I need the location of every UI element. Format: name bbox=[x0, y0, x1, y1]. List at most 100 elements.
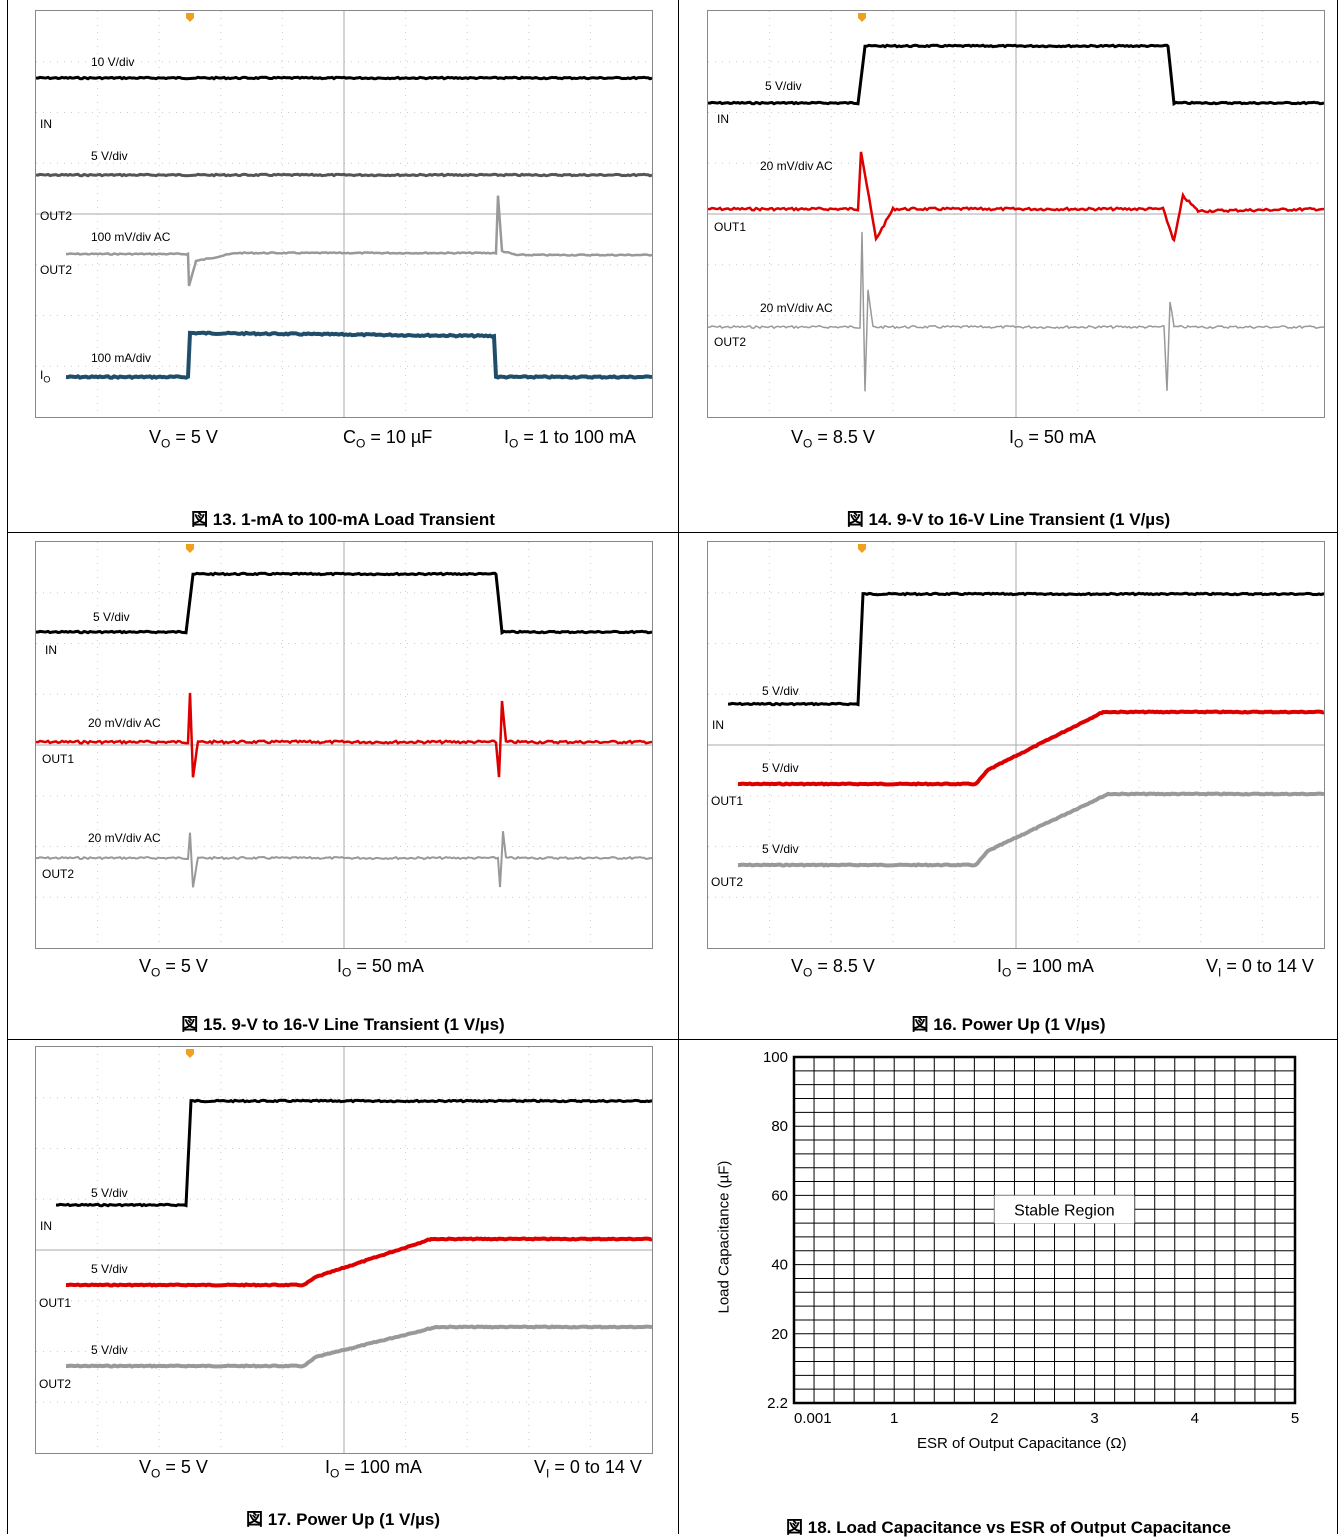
trace-out2 bbox=[36, 831, 652, 888]
trigger-marker-icon bbox=[186, 544, 194, 553]
x-tick-label: 2 bbox=[990, 1410, 998, 1427]
scope-screen bbox=[35, 1046, 653, 1454]
figure-caption: 図 16. Power Up (1 V/µs) bbox=[911, 1015, 1106, 1034]
trace-channel-label: OUT2 bbox=[42, 867, 75, 881]
trace-channel-label: OUT1 bbox=[39, 1296, 72, 1310]
trigger-marker-icon bbox=[858, 544, 866, 553]
trace-scale-label: 5 V/div bbox=[762, 761, 799, 775]
scope-screen bbox=[707, 541, 1325, 949]
region-label-box bbox=[994, 1195, 1135, 1224]
figure-16: 5 V/div IN 5 V/div OUT1 5 V/div OUT2 VO … bbox=[679, 533, 1338, 1040]
x-tick-label: 4 bbox=[1191, 1410, 1199, 1427]
figure-15-cell bbox=[7, 533, 679, 1040]
figure-15: 5 V/div IN 20 mV/div AC OUT1 20 mV/div A… bbox=[7, 533, 679, 1040]
trace-in bbox=[727, 591, 1324, 707]
test-condition: VO = 5 V bbox=[149, 427, 218, 451]
trace-in bbox=[36, 571, 652, 636]
trace-scale-label: 5 V/div bbox=[91, 1262, 128, 1276]
figure-caption: 図 17. Power Up (1 V/µs) bbox=[245, 1510, 440, 1529]
test-condition: VO = 5 V bbox=[139, 1457, 208, 1481]
trace-scale-label: 5 V/div bbox=[91, 1343, 128, 1357]
test-condition: IO = 50 mA bbox=[337, 956, 424, 980]
figure-18: Stable Region 0.001 1 2 3 4 5 2.2 20 40 60 80 100 ES… bbox=[679, 1040, 1338, 1537]
test-condition: VO = 8.5 V bbox=[791, 956, 875, 980]
trace-out1 bbox=[36, 692, 652, 778]
trace-channel-label: OUT1 bbox=[714, 220, 747, 234]
test-condition: VI = 0 to 14 V bbox=[534, 1457, 642, 1481]
trace-out1 bbox=[737, 709, 1324, 787]
test-condition: IO = 100 mA bbox=[997, 956, 1094, 980]
trace-channel-label: IN bbox=[40, 1219, 52, 1233]
plot-frame bbox=[792, 1055, 1297, 1405]
y-tick-label: 100 bbox=[763, 1049, 788, 1066]
trace-out2 bbox=[65, 1324, 652, 1369]
trace-scale-label: 5 V/div bbox=[765, 79, 802, 93]
trace-scale-label: 5 V/div bbox=[91, 1186, 128, 1200]
y-tick-label: 2.2 bbox=[767, 1395, 788, 1412]
trigger-marker-icon bbox=[186, 1049, 194, 1058]
trace-scale-label: 20 mV/div AC bbox=[88, 831, 161, 845]
figure-caption: 図 14. 9-V to 16-V Line Transient (1 V/µs… bbox=[846, 510, 1171, 529]
trace-scale-label: 20 mV/div AC bbox=[760, 159, 833, 173]
trace-channel-label: OUT2 bbox=[40, 263, 73, 277]
test-condition: CO = 10 µF bbox=[343, 427, 433, 451]
x-tick-label: 0.001 bbox=[794, 1410, 832, 1427]
trace-out2 bbox=[737, 791, 1324, 868]
trace-channel-label: IN bbox=[45, 643, 57, 657]
test-condition: VO = 5 V bbox=[139, 956, 208, 980]
figure-caption: 図 13. 1-mA to 100-mA Load Transient bbox=[191, 510, 495, 529]
trace-channel-label: OUT2 bbox=[714, 335, 747, 349]
stable-region-area bbox=[794, 1057, 1295, 1403]
y-tick-label: 20 bbox=[771, 1326, 788, 1343]
trace-channel-label: OUT2 bbox=[39, 1377, 72, 1391]
trace-io bbox=[65, 330, 652, 380]
x-tick-label: 1 bbox=[890, 1410, 898, 1427]
figure-17-cell bbox=[7, 1040, 679, 1534]
figure-caption: 図 18. Load Capacitance vs ESR of Output … bbox=[786, 1518, 1231, 1537]
trace-in bbox=[36, 75, 652, 81]
test-condition: VI = 0 to 14 V bbox=[1206, 956, 1314, 980]
trace-out2-ac bbox=[65, 195, 652, 287]
trace-scale-label: 5 V/div bbox=[762, 684, 799, 698]
trace-scale-label: 20 mV/div AC bbox=[88, 716, 161, 730]
y-tick-label: 80 bbox=[771, 1118, 788, 1135]
trigger-marker-icon bbox=[858, 13, 866, 22]
trace-out1 bbox=[708, 151, 1324, 243]
y-axis-label: Load Capacitance (µF) bbox=[715, 1160, 733, 1314]
trace-out2-dc bbox=[36, 172, 652, 178]
trace-scale-label: 100 mV/div AC bbox=[91, 230, 171, 244]
figure-caption: 図 15. 9-V to 16-V Line Transient (1 V/µs… bbox=[181, 1015, 505, 1034]
trace-out2 bbox=[708, 231, 1324, 392]
x-axis-label: ESR of Output Capacitance (Ω) bbox=[917, 1435, 1127, 1452]
x-tick-label: 3 bbox=[1090, 1410, 1098, 1427]
test-condition: VO = 8.5 V bbox=[791, 427, 875, 451]
trigger-marker-icon bbox=[186, 13, 194, 22]
trace-scale-label: 10 V/div bbox=[91, 55, 135, 69]
scope-screen bbox=[707, 10, 1325, 418]
region-label: Stable Region bbox=[1014, 1202, 1115, 1219]
trace-channel-label: IN bbox=[40, 117, 52, 131]
trace-channel-label: OUT1 bbox=[711, 794, 744, 808]
trace-scale-label: 5 V/div bbox=[762, 842, 799, 856]
y-tick-label: 60 bbox=[771, 1187, 788, 1204]
scope-screen bbox=[35, 541, 653, 949]
x-tick-label: 5 bbox=[1291, 1410, 1299, 1427]
trace-channel-label: OUT2 bbox=[711, 875, 744, 889]
figure-13: 10 V/div IN 5 V/div OUT2 100 mV/div AC O… bbox=[7, 0, 679, 533]
trace-scale-label: 5 V/div bbox=[93, 610, 130, 624]
trace-channel-label: IN bbox=[717, 112, 729, 126]
trace-channel-label: IN bbox=[712, 718, 724, 732]
figure-13-cell bbox=[7, 0, 679, 533]
scope-screen bbox=[35, 10, 653, 418]
trace-channel-label: OUT2 bbox=[40, 209, 73, 223]
trace-scale-label: 20 mV/div AC bbox=[760, 301, 833, 315]
stability-chart: Stable Region 0.001 1 2 3 4 5 2.2 20 40 60 80 100 bbox=[763, 1049, 1299, 1427]
test-condition: IO = 100 mA bbox=[325, 1457, 422, 1481]
test-condition: IO = 50 mA bbox=[1009, 427, 1096, 451]
figure-17: 5 V/div IN 5 V/div OUT1 5 V/div OUT2 VO … bbox=[7, 1040, 679, 1534]
trace-channel-label: IO bbox=[40, 368, 51, 385]
trace-scale-label: 100 mA/div bbox=[91, 351, 152, 365]
test-condition: IO = 1 to 100 mA bbox=[504, 427, 636, 451]
trace-scale-label: 5 V/div bbox=[91, 149, 128, 163]
y-tick-label: 40 bbox=[771, 1257, 788, 1274]
